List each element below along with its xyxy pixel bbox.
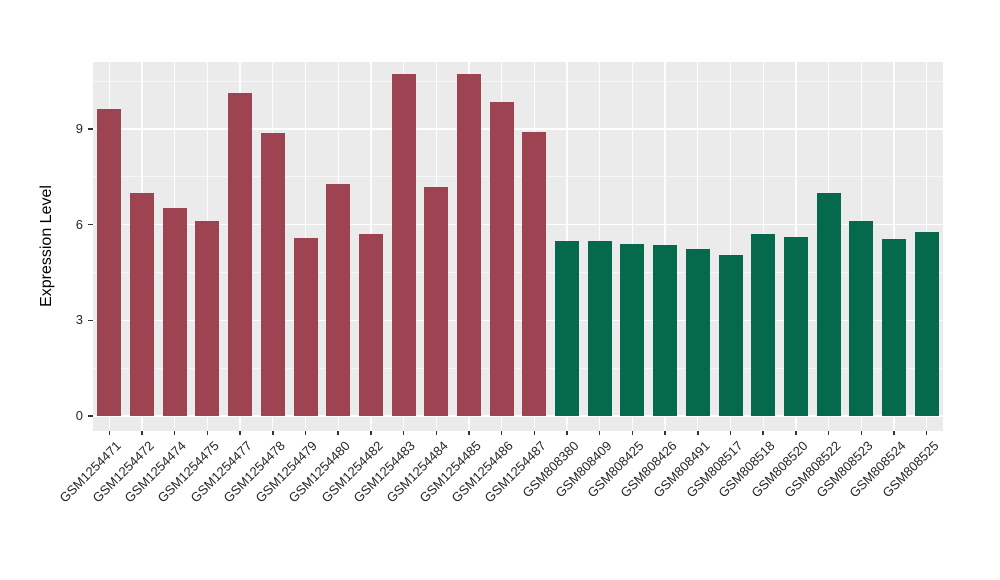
bar-GSM1254478 xyxy=(260,132,285,416)
gridline-major xyxy=(93,319,943,322)
bar-GSM808517 xyxy=(718,254,743,416)
x-tick-mark xyxy=(500,431,503,435)
gridline-minor xyxy=(93,80,943,82)
bar-GSM1254482 xyxy=(358,234,383,416)
bar-GSM808523 xyxy=(849,221,874,416)
bar-GSM808425 xyxy=(620,243,645,416)
y-axis-title: Expression Level xyxy=(38,185,55,307)
x-tick-mark xyxy=(206,431,209,435)
bar-GSM1254474 xyxy=(162,207,187,416)
y-tick-label: 3 xyxy=(75,312,83,328)
x-tick-mark xyxy=(402,431,405,435)
x-tick-mark xyxy=(141,431,143,435)
x-tick-mark xyxy=(337,431,339,435)
x-tick-mark xyxy=(664,431,666,435)
gridline-minor xyxy=(93,367,943,369)
x-tick-mark xyxy=(533,431,536,435)
bar-GSM1254475 xyxy=(195,221,220,416)
gridline-minor xyxy=(93,271,943,273)
x-tick-mark xyxy=(827,431,830,435)
bar-GSM808525 xyxy=(914,231,939,416)
x-tick-mark xyxy=(468,431,470,435)
x-tick-mark xyxy=(925,431,928,435)
bar-GSM808522 xyxy=(816,192,841,416)
bar-GSM808426 xyxy=(653,245,678,416)
bar-GSM808520 xyxy=(783,236,808,416)
bar-GSM1254477 xyxy=(228,93,253,416)
gridline-minor xyxy=(93,176,943,178)
x-tick-mark xyxy=(566,431,568,435)
x-tick-mark xyxy=(370,431,372,435)
y-tick-label: 6 xyxy=(75,216,83,232)
bar-GSM1254487 xyxy=(522,132,547,416)
x-tick-mark xyxy=(729,431,732,435)
x-tick-mark xyxy=(860,431,863,435)
y-tick-label: 0 xyxy=(75,408,83,423)
x-tick-mark xyxy=(893,431,895,435)
x-tick-mark xyxy=(239,431,241,435)
bar-GSM1254472 xyxy=(130,193,155,416)
bar-GSM808409 xyxy=(587,240,612,416)
y-tick-mark xyxy=(88,223,93,226)
x-tick-mark xyxy=(108,431,111,435)
gridline-vertical xyxy=(697,62,699,431)
x-tick-mark xyxy=(631,431,634,435)
y-tick-mark xyxy=(88,415,93,417)
x-tick-mark xyxy=(435,431,438,435)
x-tick-mark xyxy=(697,431,699,435)
bar-GSM808491 xyxy=(685,248,710,416)
gridline-vertical xyxy=(729,62,732,431)
y-tick-mark xyxy=(88,128,93,130)
x-tick-mark xyxy=(304,431,307,435)
gridline-major xyxy=(93,415,943,417)
bar-GSM1254471 xyxy=(97,109,122,416)
bar-GSM808518 xyxy=(751,234,776,416)
bar-GSM1254479 xyxy=(293,238,318,416)
y-tick-label: 9 xyxy=(75,120,83,136)
bar-GSM808524 xyxy=(881,238,906,416)
bar-GSM1254483 xyxy=(391,74,416,416)
bar-GSM1254484 xyxy=(424,187,449,416)
x-tick-mark xyxy=(173,431,176,435)
x-tick-mark xyxy=(762,431,764,435)
plot-panel xyxy=(93,62,943,431)
gridline-major xyxy=(93,128,943,130)
bar-GSM1254486 xyxy=(489,102,514,416)
x-tick-mark xyxy=(272,431,274,435)
bar-GSM1254485 xyxy=(456,73,481,416)
bar-GSM808380 xyxy=(555,240,580,416)
x-tick-mark xyxy=(598,431,601,435)
y-tick-mark xyxy=(88,319,93,322)
x-tick-mark xyxy=(795,431,797,435)
bar-GSM1254480 xyxy=(326,184,351,416)
gridline-major xyxy=(93,223,943,226)
